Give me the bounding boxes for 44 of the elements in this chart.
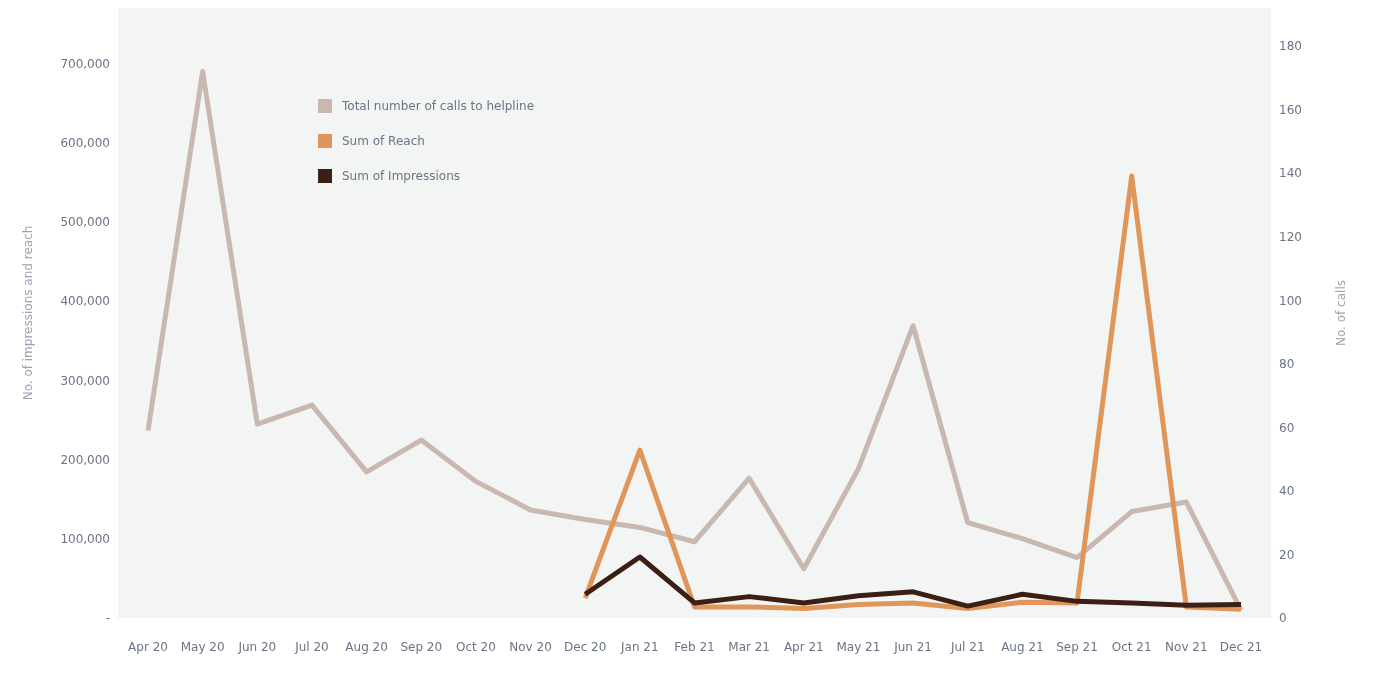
legend-label: Sum of Impressions	[342, 168, 461, 183]
x-tick-label: Jan 21	[620, 639, 659, 654]
x-tick-label: Jul 20	[294, 639, 329, 654]
y-tick-label: 600,000	[60, 135, 110, 150]
y-tick-label: 700,000	[60, 56, 110, 71]
y2-tick-label: 60	[1279, 420, 1295, 435]
x-tick-label: Jun 21	[893, 639, 933, 654]
legend-label: Total number of calls to helpline	[342, 98, 535, 113]
x-tick-label: Nov 20	[509, 639, 552, 654]
y2-tick-label: 140	[1279, 166, 1302, 181]
y-tick-label: -	[105, 611, 110, 626]
x-tick-label: Jul 21	[949, 639, 985, 654]
x-tick-label: May 21	[836, 639, 881, 654]
x-tick-label: Oct 20	[455, 639, 496, 654]
x-tick-label: Nov 21	[1165, 639, 1208, 654]
y-axis-title: No. of impressions and reach	[21, 225, 36, 401]
x-tick-label: Oct 21	[1111, 639, 1152, 654]
y-tick-label: 300,000	[60, 373, 110, 388]
y2-tick-label: 160	[1279, 102, 1302, 117]
y-tick-label: 400,000	[60, 294, 110, 309]
x-tick-label: Mar 21	[728, 639, 771, 654]
x-tick-label: Aug 20	[345, 639, 388, 654]
x-tick-label: Apr 21	[783, 639, 824, 654]
x-tick-label: Sep 20	[400, 639, 443, 654]
x-tick-label: Apr 20	[128, 639, 168, 654]
x-tick-label: Dec 20	[564, 639, 607, 654]
y2-tick-label: 120	[1279, 230, 1302, 245]
y2-tick-label: 0	[1279, 611, 1287, 626]
y-tick-label: 500,000	[60, 215, 110, 230]
y2-tick-label: 20	[1279, 547, 1295, 562]
y2-tick-label: 80	[1279, 357, 1295, 372]
y2-tick-label: 100	[1279, 293, 1302, 308]
y-tick-label: 100,000	[60, 532, 110, 547]
legend-label: Sum of Reach	[342, 133, 425, 148]
y2-axis-title: No. of calls	[1334, 280, 1349, 346]
y2-tick-label: 180	[1279, 39, 1302, 54]
y-tick-label: 200,000	[60, 452, 110, 467]
x-tick-label: Sep 21	[1056, 639, 1098, 654]
x-tick-label: Dec 21	[1219, 639, 1263, 654]
y2-tick-label: 40	[1279, 484, 1295, 499]
x-tick-label: Jun 20	[237, 639, 277, 654]
x-tick-label: May 20	[180, 639, 225, 654]
x-tick-label: Feb 21	[674, 639, 715, 654]
x-tick-label: Aug 21	[1001, 639, 1044, 654]
